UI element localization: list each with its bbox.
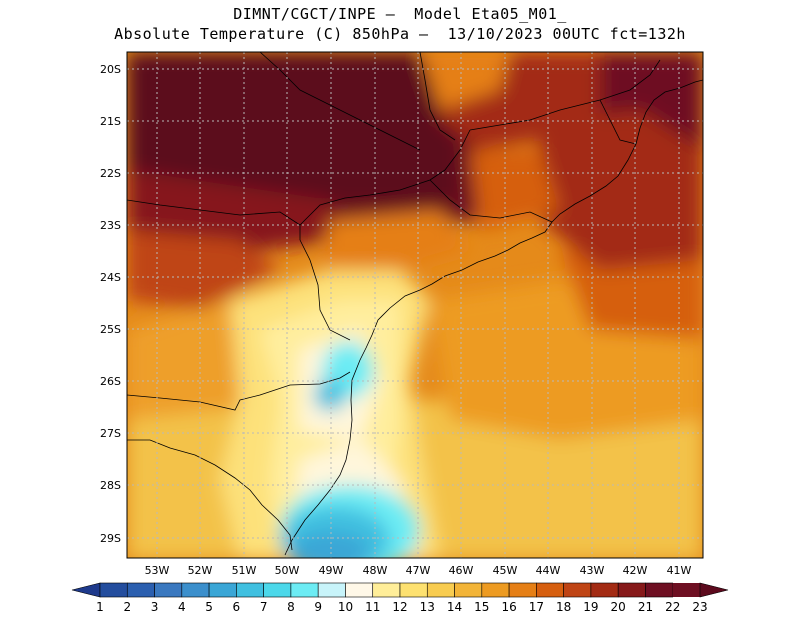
lon-label-41w: 41W [667, 564, 692, 577]
colorbar-swatch [563, 582, 592, 598]
lon-label-50w: 50W [275, 564, 300, 577]
lat-label-22s: 22S [100, 167, 121, 180]
colorbar-label: 11 [365, 600, 380, 614]
lon-label-53w: 53W [145, 564, 170, 577]
colorbar-label: 16 [501, 600, 516, 614]
colorbar-label: 8 [287, 600, 295, 614]
colorbar-label: 22 [665, 600, 680, 614]
colorbar-swatch [672, 583, 700, 597]
state-border-9 [419, 52, 456, 141]
colorbar-label: 1 [96, 600, 104, 614]
colorbar-swatch [126, 582, 155, 598]
colorbar-swatch [263, 582, 292, 598]
lon-label-49w: 49W [319, 564, 344, 577]
lon-label-44w: 44W [536, 564, 561, 577]
lat-label-27s: 27S [100, 427, 121, 440]
colorbar-swatch [154, 582, 183, 598]
colorbar-swatch [481, 582, 510, 598]
lat-lon-grid [127, 52, 703, 558]
map-frame [126, 51, 704, 559]
colorbar-label: 14 [447, 600, 462, 614]
state-border-10 [599, 99, 637, 145]
coastline-borders [127, 52, 703, 556]
colorbar-arrow-high [699, 582, 729, 598]
lon-label-48w: 48W [363, 564, 388, 577]
colorbar-label: 2 [123, 600, 131, 614]
lat-label-25s: 25S [100, 323, 121, 336]
state-border-2 [127, 439, 293, 551]
lon-label-52w: 52W [188, 564, 213, 577]
lat-label-28s: 28S [100, 479, 121, 492]
colorbar-label: 5 [205, 600, 213, 614]
colorbar-swatch [317, 582, 346, 598]
colorbar-label: 3 [151, 600, 159, 614]
colorbar-label: 10 [338, 600, 353, 614]
state-border-8 [259, 52, 421, 151]
colorbar-label: 7 [260, 600, 268, 614]
lon-label-43w: 43W [580, 564, 605, 577]
colorbar-swatch [236, 582, 264, 598]
state-border-1 [127, 371, 351, 411]
lat-label-20s: 20S [100, 63, 121, 76]
lon-label-47w: 47W [406, 564, 431, 577]
colorbar-label: 9 [314, 600, 322, 614]
colorbar-swatch [426, 582, 455, 598]
lat-label-26s: 26S [100, 375, 121, 388]
colorbar-swatch [536, 582, 564, 598]
colorbar-label: 13 [420, 600, 435, 614]
colorbar-swatch [345, 582, 374, 598]
colorbar-swatch [454, 582, 483, 598]
temperature-field [127, 52, 703, 558]
colorbar-swatch [617, 582, 646, 598]
lat-label-23s: 23S [100, 219, 121, 232]
colorbar-labels: 1 2 3 4 5 6 7 8 9 10 11 12 13 14 15 16 17 18 19 20 21 22 23 [96, 600, 707, 614]
colorbar-swatch [181, 582, 210, 598]
colorbar-swatch [372, 582, 401, 598]
colorbar-swatch [508, 582, 537, 598]
colorbar-swatch [208, 582, 237, 598]
state-border-3 [299, 239, 351, 341]
colorbar-swatch [590, 582, 619, 598]
colorbar-arrow-low [71, 582, 101, 598]
colorbar-label: 12 [392, 600, 407, 614]
map-title-line-1: DIMNT/CGCT/INPE – Model Eta05_M01_ [233, 5, 567, 23]
colorbar-label: 18 [556, 600, 571, 614]
colorbar-label: 19 [583, 600, 598, 614]
colorbar [71, 582, 729, 598]
colorbar-label: 6 [233, 600, 241, 614]
state-border-5 [299, 129, 471, 226]
lon-label-51w: 51W [232, 564, 257, 577]
colorbar-label: 23 [692, 600, 707, 614]
colorbar-swatch [645, 582, 674, 598]
colorbar-label: 15 [474, 600, 489, 614]
state-border-6 [429, 179, 553, 223]
colorbar-label: 20 [611, 600, 626, 614]
colorbar-swatch [399, 582, 428, 598]
lon-label-45w: 45W [493, 564, 518, 577]
colorbar-label: 4 [178, 600, 186, 614]
colorbar-label: 17 [529, 600, 544, 614]
colorbar-swatch [290, 582, 319, 598]
colorbar-swatch [99, 582, 128, 598]
lat-label-29s: 29S [100, 532, 121, 545]
lon-label-42w: 42W [623, 564, 648, 577]
lon-label-46w: 46W [449, 564, 474, 577]
state-border-7 [469, 59, 661, 131]
colorbar-label: 21 [638, 600, 653, 614]
lat-label-24s: 24S [100, 271, 121, 284]
map-title-line-2: Absolute Temperature (C) 850hPa – 13/10/… [114, 25, 686, 43]
coastline [284, 79, 703, 556]
lat-label-21s: 21S [100, 115, 121, 128]
